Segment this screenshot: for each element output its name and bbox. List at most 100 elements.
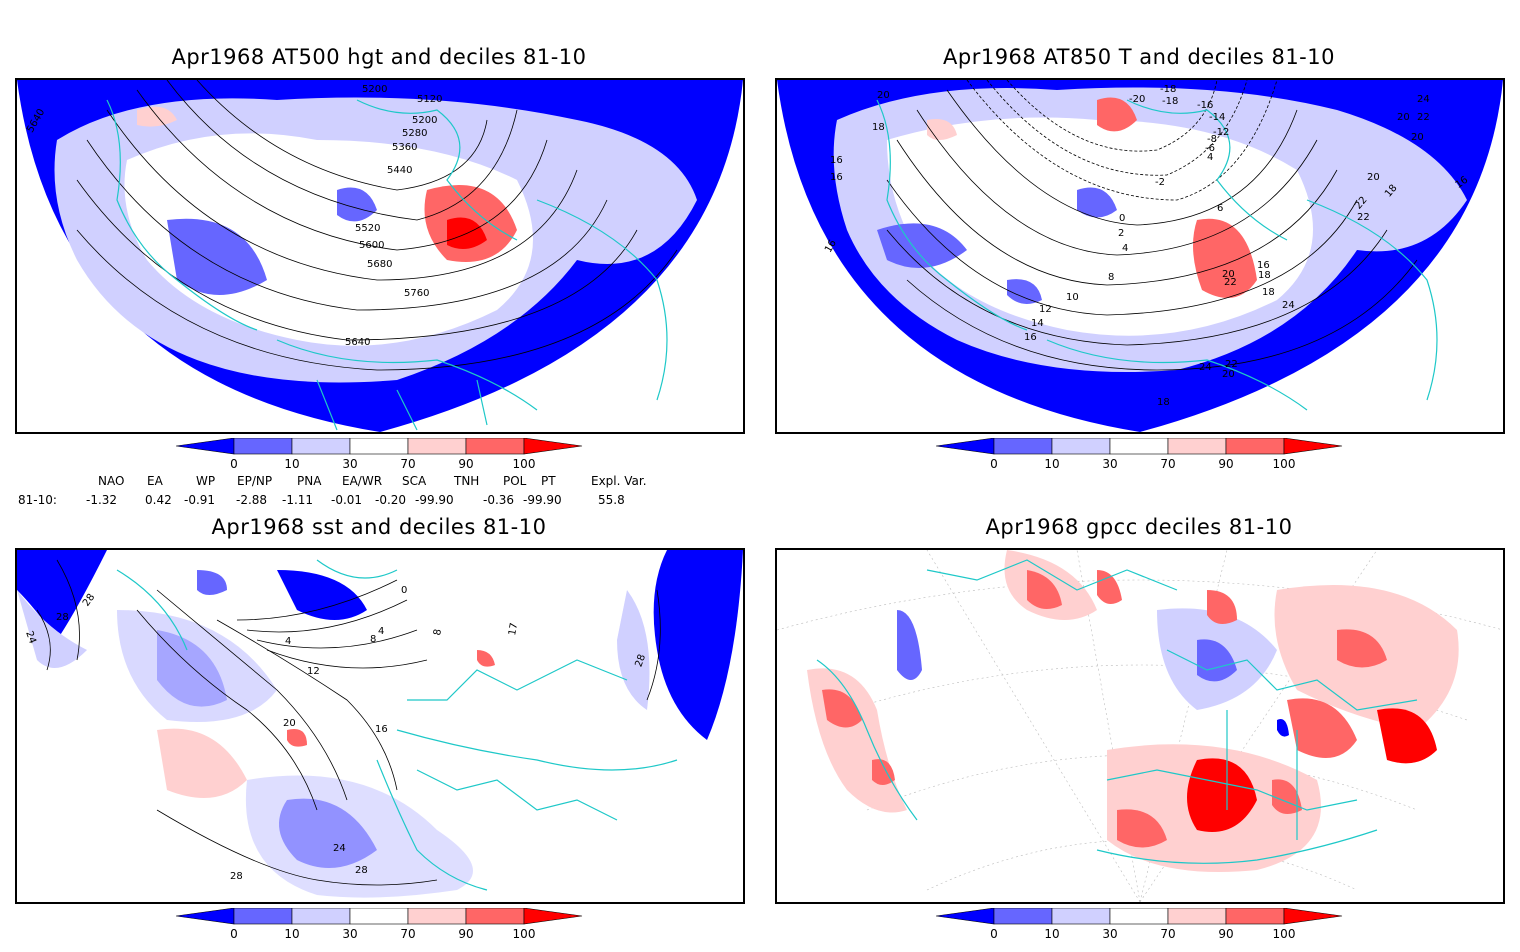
colorbar-gpcc: 0 10 30 70 90 100: [935, 907, 1356, 948]
colorbar-segment: [349, 907, 409, 925]
index-header: EA/WR: [342, 474, 383, 488]
contour-label: 12: [1039, 304, 1052, 315]
panel-title-hgt500: Apr1968 AT500 hgt and deciles 81-10: [171, 45, 587, 69]
colorbar-arrow-low: [935, 907, 995, 925]
contour-label: -2: [1155, 177, 1165, 188]
contour-label: -18: [1160, 84, 1176, 95]
contour-label: 24: [1282, 300, 1295, 311]
colorbar-tick-label: 0: [230, 457, 238, 471]
colorbar-segment: [1051, 437, 1111, 455]
colorbar-tick-label: 10: [284, 457, 299, 471]
colorbar-tick-label: 0: [990, 457, 998, 471]
index-value: -0.01: [331, 493, 363, 507]
contour-label: 5280: [402, 128, 427, 139]
colorbar-tick-label: 10: [1044, 927, 1059, 941]
contour-label: 4: [1207, 152, 1213, 163]
contour-label: 12: [307, 666, 320, 677]
hgt500-contours: [76, 80, 678, 371]
map-sst-svg: 28 28 24 0 4 8 12 16 20 24 28 28 28 4 8 …: [17, 550, 743, 902]
colorbar-segment: [1109, 907, 1169, 925]
colorbar-tick-label: 70: [400, 927, 415, 941]
map-hgt500: 5200 5120 5200 5280 5360 5440 5520 5600 …: [15, 78, 745, 434]
colorbar-segment: [1167, 437, 1227, 455]
coastlines: [106, 99, 668, 431]
colorbar-hgt500: 0 10 30 70 90 100: [175, 437, 596, 478]
map-t850-svg: -18 -20 -18 -16 -14 -12 -8 -6 4 -2 0 2 4…: [777, 80, 1503, 432]
teleconnection-index-table: NAO EA WP EP/NP PNA EA/WR SCA TNH POL PT…: [18, 474, 718, 512]
contour-label: 16: [830, 172, 843, 183]
contour-label: 5640: [345, 337, 370, 348]
colorbar-arrow-low: [935, 437, 995, 455]
contour-label: 20: [1397, 112, 1410, 123]
contour-label: 28: [355, 865, 368, 876]
contour-label: 16: [830, 155, 843, 166]
contour-label: 24: [333, 843, 346, 854]
contour-label: 5200: [362, 84, 387, 95]
colorbar-tick-label: 0: [990, 927, 998, 941]
map-gpcc-svg: [777, 550, 1503, 902]
index-header: POL: [503, 474, 527, 488]
index-value: -0.91: [184, 493, 216, 507]
colorbar-svg: 0 10 30 70 90 100: [175, 907, 583, 941]
contour-label: 28: [56, 612, 69, 623]
contour-label: 28: [230, 871, 243, 882]
contour-label: 8: [432, 628, 444, 636]
colorbar-segment: [1167, 907, 1227, 925]
index-value: -0.36: [483, 493, 515, 507]
contour-label: 5600: [359, 240, 384, 251]
colorbar-tick-label: 10: [284, 927, 299, 941]
colorbar-tick-label: 70: [1160, 457, 1175, 471]
index-value: -1.32: [86, 493, 118, 507]
index-value: -99.90: [415, 493, 454, 507]
contour-label: 28: [633, 653, 648, 669]
index-value: -0.20: [375, 493, 407, 507]
contour-label: 20: [877, 90, 890, 101]
colorbar-tick-label: 100: [1273, 457, 1296, 471]
colorbar-segment: [1051, 907, 1111, 925]
index-header: TNH: [454, 474, 480, 488]
contour-label: 5440: [387, 165, 412, 176]
index-header: PT: [541, 474, 556, 488]
colorbar-tick-label: 30: [1102, 457, 1117, 471]
contour-label: 5360: [392, 142, 417, 153]
colorbar-segment: [349, 437, 409, 455]
colorbar-segment: [1225, 437, 1285, 455]
colorbar-arrow-high: [523, 437, 583, 455]
colorbar-arrow-low: [175, 907, 235, 925]
colorbar-segment: [407, 437, 467, 455]
colorbar-tick-label: 90: [458, 457, 473, 471]
contour-label: 24: [1417, 94, 1430, 105]
contour-label: -20: [1129, 94, 1145, 105]
contour-label: 5760: [404, 288, 429, 299]
colorbar-segment: [233, 437, 293, 455]
index-value: 0.42: [145, 493, 172, 507]
contour-label: -16: [1197, 100, 1213, 111]
colorbar-segment: [1225, 907, 1285, 925]
index-value: 55.8: [598, 493, 625, 507]
colorbar-segment: [1109, 437, 1169, 455]
map-gpcc: [775, 548, 1505, 904]
contour-label: 16: [1024, 332, 1037, 343]
contour-label: 20: [283, 718, 296, 729]
contour-label: 5200: [412, 115, 437, 126]
colorbar-arrow-high: [523, 907, 583, 925]
colorbar-segment: [465, 437, 525, 455]
index-header: NAO: [98, 474, 125, 488]
map-hgt500-svg: 5200 5120 5200 5280 5360 5440 5520 5600 …: [17, 80, 743, 432]
contour-label: -8: [1207, 134, 1217, 145]
index-value: -1.11: [282, 493, 314, 507]
contour-label: 5680: [367, 259, 392, 270]
colorbar-segment: [465, 907, 525, 925]
colorbar-segment: [993, 907, 1053, 925]
index-header: EP/NP: [237, 474, 273, 488]
contour-label: 10: [1066, 292, 1079, 303]
colorbar-tick-label: 30: [342, 457, 357, 471]
colorbar-svg: 0 10 30 70 90 100: [175, 437, 583, 471]
colorbar-segment: [407, 907, 467, 925]
contour-label: 22: [1225, 359, 1238, 370]
colorbar-tick-label: 90: [1218, 457, 1233, 471]
contour-label: 14: [1031, 318, 1044, 329]
contour-label: 24: [23, 630, 38, 646]
contour-label: 20: [1222, 269, 1235, 280]
index-value: -99.90: [523, 493, 562, 507]
